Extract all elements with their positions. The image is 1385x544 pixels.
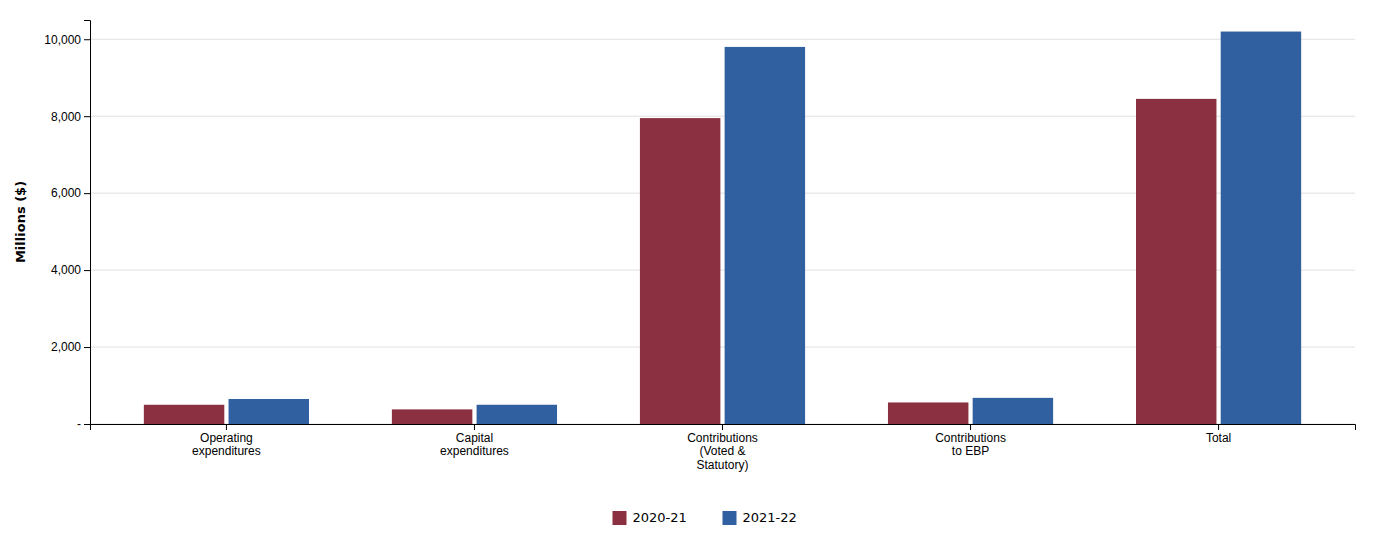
- bar: [1221, 32, 1301, 424]
- tick-label: Contributions(Voted &Statutory): [687, 431, 758, 473]
- tick-mark: [1218, 424, 1219, 430]
- legend-item: 2021-22: [723, 510, 797, 525]
- bar: [144, 405, 224, 424]
- chart: -2,0004,0006,0008,00010,000Operatingexpe…: [0, 0, 1385, 544]
- tick-label: Operatingexpenditures: [192, 431, 261, 459]
- tick-label-line: Contributions: [935, 431, 1006, 445]
- legend-label: 2020-21: [633, 510, 687, 525]
- tick-label-line: expenditures: [440, 444, 509, 458]
- tick-mark: [226, 424, 227, 430]
- legend-swatch: [723, 511, 737, 525]
- tick: 10,000: [44, 33, 90, 47]
- tick-label-line: Total: [1206, 431, 1231, 445]
- bar: [888, 402, 968, 424]
- tick-label-line: expenditures: [192, 444, 261, 458]
- bar: [392, 409, 472, 424]
- tick-label-line: Operating: [200, 431, 253, 445]
- tick: 6,000: [51, 186, 90, 200]
- tick-label: 10,000: [44, 33, 81, 47]
- bar: [229, 399, 309, 424]
- tick: -: [77, 417, 90, 431]
- bar: [477, 405, 557, 424]
- tick-mark: [84, 424, 90, 425]
- axis-line: [91, 425, 1356, 431]
- tick-mark: [84, 347, 90, 348]
- legend: 2020-21 2021-22: [613, 510, 797, 525]
- x-axis: OperatingexpendituresCapitalexpenditures…: [91, 424, 1356, 472]
- legend-item: 2020-21: [613, 510, 687, 525]
- bar: [725, 47, 805, 424]
- tick-mark: [84, 39, 90, 40]
- bar-series: [144, 99, 1217, 424]
- bar: [1136, 99, 1216, 424]
- tick-label: 8,000: [51, 110, 81, 124]
- tick: Capitalexpenditures: [440, 424, 509, 458]
- tick: 8,000: [51, 110, 90, 124]
- tick-label: Total: [1206, 431, 1231, 445]
- tick-mark: [970, 424, 971, 430]
- tick: Contributionsto EBP: [935, 424, 1006, 458]
- tick-label-line: (Voted &: [699, 444, 745, 458]
- grid: [90, 39, 1355, 424]
- legend-swatch: [613, 511, 627, 525]
- bars: [144, 32, 1301, 424]
- tick-mark: [474, 424, 475, 430]
- tick-label-line: Statutory): [696, 458, 748, 472]
- tick-mark: [84, 193, 90, 194]
- tick: 4,000: [51, 263, 90, 277]
- tick: 2,000: [51, 340, 90, 354]
- tick-mark: [722, 424, 723, 430]
- grid-line: [90, 39, 1355, 40]
- tick-label-line: Contributions: [687, 431, 758, 445]
- tick: Operatingexpenditures: [192, 424, 261, 458]
- plot: -2,0004,0006,0008,00010,000Operatingexpe…: [13, 21, 1356, 473]
- tick-label-line: Capital: [456, 431, 493, 445]
- tick-label: 2,000: [51, 340, 81, 354]
- tick-mark: [84, 116, 90, 117]
- tick-label: Capitalexpenditures: [440, 431, 509, 459]
- bar-series: [229, 32, 1302, 424]
- tick-label-line: to EBP: [952, 444, 989, 458]
- tick-mark: [84, 270, 90, 271]
- tick-label: Contributionsto EBP: [935, 431, 1006, 459]
- bar: [973, 398, 1053, 424]
- axis-line: [84, 21, 91, 425]
- tick-label: -: [77, 417, 81, 431]
- tick-label: 6,000: [51, 186, 81, 200]
- y-axis-title: Millions ($): [13, 181, 28, 263]
- y-axis: - 2,000 4,000 6,000 8,000 10,000: [44, 21, 90, 432]
- tick-label: 4,000: [51, 263, 81, 277]
- tick: Total: [1206, 424, 1231, 445]
- legend-label: 2021-22: [743, 510, 797, 525]
- tick: Contributions(Voted &Statutory): [687, 424, 758, 472]
- bar: [640, 118, 720, 424]
